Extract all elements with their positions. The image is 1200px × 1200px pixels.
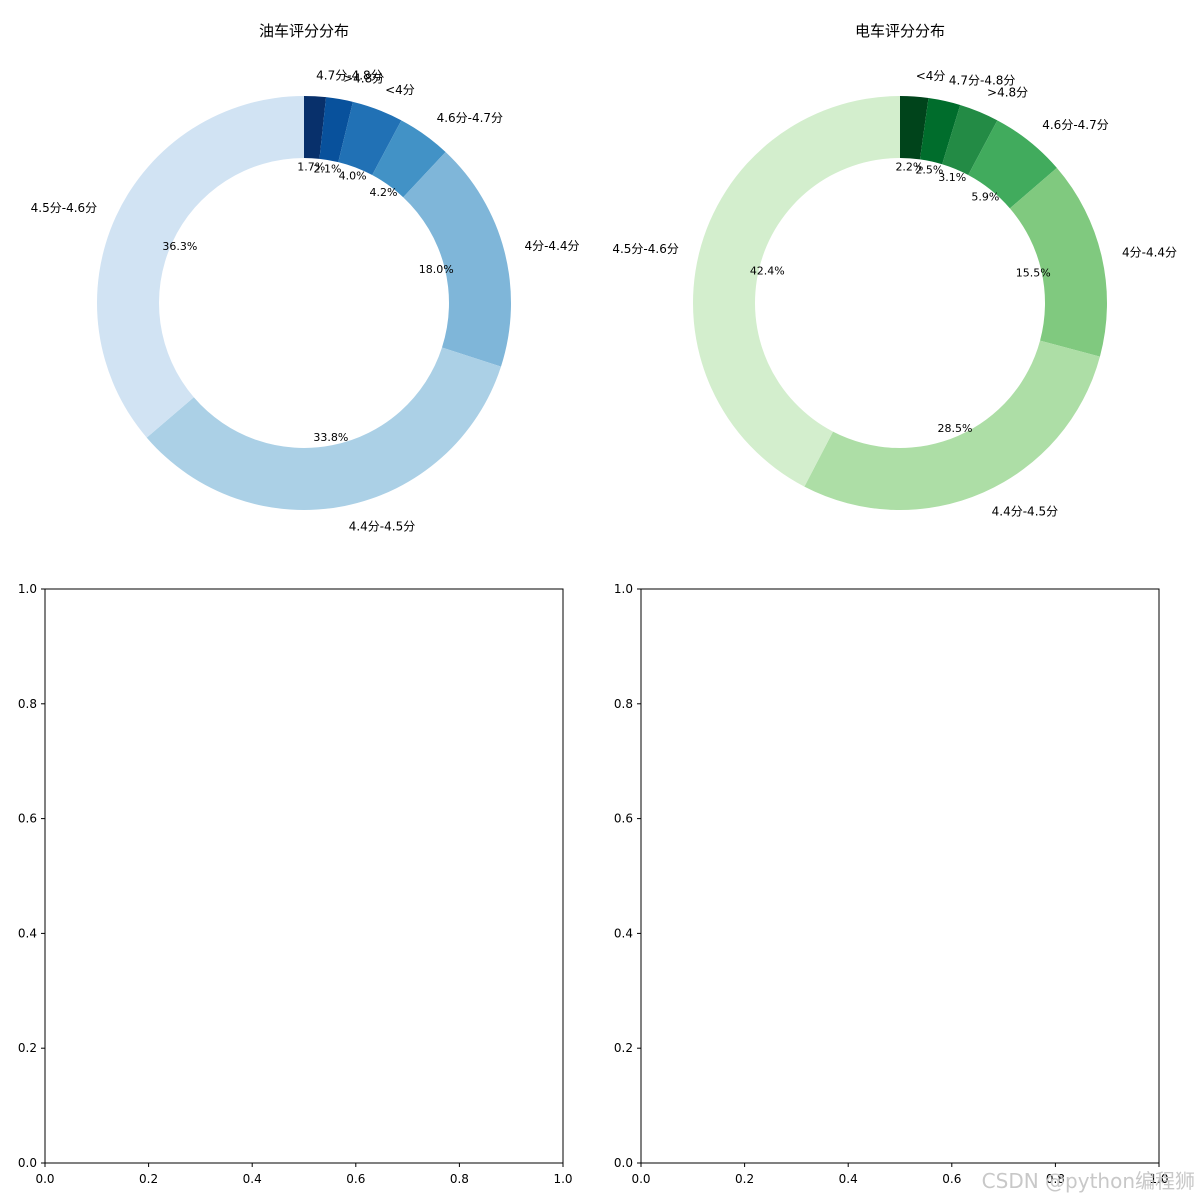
slice-category-label: 4.7分-4.8分 xyxy=(949,74,1016,88)
donut-slice xyxy=(919,97,961,165)
slice-category-label: 4.6分-4.7分 xyxy=(437,111,504,125)
slice-percent-label: 4.2% xyxy=(370,186,398,199)
empty-axes-bottom-left: 0.0 0.2 0.4 0.6 0.8 1.0 0.0 0.2 0.4 0.6 0.8 1.0 xyxy=(18,582,573,1186)
donut-slice xyxy=(968,120,1057,209)
slice-percent-label: 33.8% xyxy=(313,431,348,444)
x-tick-label: 0.8 xyxy=(450,1172,469,1186)
slice-category-label: 4.5分-4.6分 xyxy=(612,242,679,256)
y-tick-label: 0.0 xyxy=(18,1156,37,1170)
slice-percent-label: 18.0% xyxy=(419,263,454,276)
axes-frame xyxy=(44,588,564,1164)
slice-category-label: >4.8分 xyxy=(343,72,384,86)
slice-category-label: 4.5分-4.6分 xyxy=(31,201,98,215)
slice-category-label: <4分 xyxy=(916,69,946,83)
donut-slice xyxy=(942,104,998,176)
y-tick-label: 1.0 xyxy=(614,582,633,596)
y-tick-label: 0.6 xyxy=(18,812,37,826)
y-tick-label: 0.8 xyxy=(18,697,37,711)
slice-category-label: 4.7分-4.8分 xyxy=(316,69,383,83)
x-tick-label: 0.6 xyxy=(942,1172,961,1186)
donut-slice xyxy=(146,347,501,510)
slice-category-label: <4分 xyxy=(385,83,415,97)
donut-slice xyxy=(338,101,402,176)
y-tick-label: 1.0 xyxy=(18,582,37,596)
x-tick-label: 0.6 xyxy=(346,1172,365,1186)
y-tick-label: 0.2 xyxy=(614,1041,633,1055)
chart-title: 油车评分分布 xyxy=(259,22,349,40)
y-tick-label: 0.0 xyxy=(614,1156,633,1170)
x-tick-label: 0.4 xyxy=(243,1172,262,1186)
y-tick-label: 0.2 xyxy=(18,1041,37,1055)
slice-percent-label: 5.9% xyxy=(971,190,999,203)
chart-title: 电车评分分布 xyxy=(855,22,945,40)
slice-percent-label: 36.3% xyxy=(162,240,197,253)
donut-slice xyxy=(403,151,511,367)
slice-percent-label: 28.5% xyxy=(938,422,973,435)
donut-chart-electric-car: 电车评分分布 <4分 2.2% 4.7分-4.8分 2.5% >4.8分 3.1% 4.6分… xyxy=(612,22,1177,518)
slice-percent-label: 15.5% xyxy=(1016,267,1051,280)
donut-slice xyxy=(319,97,353,163)
donut-slice xyxy=(804,340,1100,510)
donut-slice xyxy=(1009,167,1107,357)
donut-slice xyxy=(900,96,929,160)
slice-category-label: 4分-4.4分 xyxy=(1122,245,1177,259)
watermark: CSDN @python编程狮 xyxy=(982,1169,1195,1193)
axes-frame xyxy=(640,588,1160,1164)
y-tick-label: 0.6 xyxy=(614,812,633,826)
donut-slice xyxy=(372,120,446,198)
y-tick-label: 0.8 xyxy=(614,697,633,711)
donut-slice xyxy=(693,96,900,487)
slice-percent-label: 2.5% xyxy=(915,164,943,177)
slice-percent-label: 3.1% xyxy=(938,171,966,184)
x-tick-label: 0.2 xyxy=(139,1172,158,1186)
empty-axes-bottom-right: 0.0 0.2 0.4 0.6 0.8 1.0 0.0 0.2 0.4 0.6 0.8 1.0 xyxy=(614,582,1169,1186)
slice-category-label: 4.4分-4.5分 xyxy=(349,519,416,533)
slice-category-label: 4.4分-4.5分 xyxy=(992,504,1059,518)
slice-percent-label: 2.2% xyxy=(895,161,923,174)
slice-category-label: 4.6分-4.7分 xyxy=(1042,118,1109,132)
x-tick-label: 0.2 xyxy=(735,1172,754,1186)
y-tick-label: 0.4 xyxy=(614,926,633,940)
donut-slice xyxy=(97,95,304,438)
slice-percent-label: 1.7% xyxy=(297,161,325,174)
x-tick-label: 0.8 xyxy=(1046,1172,1065,1186)
x-tick-label: 1.0 xyxy=(1149,1172,1168,1186)
x-tick-label: 0.0 xyxy=(631,1172,650,1186)
x-tick-label: 0.0 xyxy=(35,1172,54,1186)
slice-percent-label: 4.0% xyxy=(339,169,367,182)
donut-chart-gas-car: 油车评分分布 4.7分-4.8分 1.7% >4.8分 2.1% <4分 4.0% 4.6分… xyxy=(31,22,580,533)
x-tick-label: 1.0 xyxy=(553,1172,572,1186)
slice-percent-label: 2.1% xyxy=(313,162,341,175)
donut-slice xyxy=(304,96,327,159)
slice-category-label: 4分-4.4分 xyxy=(524,239,579,253)
slice-percent-label: 42.4% xyxy=(750,265,785,278)
y-tick-label: 0.4 xyxy=(18,926,37,940)
slice-category-label: >4.8分 xyxy=(987,86,1028,100)
x-tick-label: 0.4 xyxy=(839,1172,858,1186)
